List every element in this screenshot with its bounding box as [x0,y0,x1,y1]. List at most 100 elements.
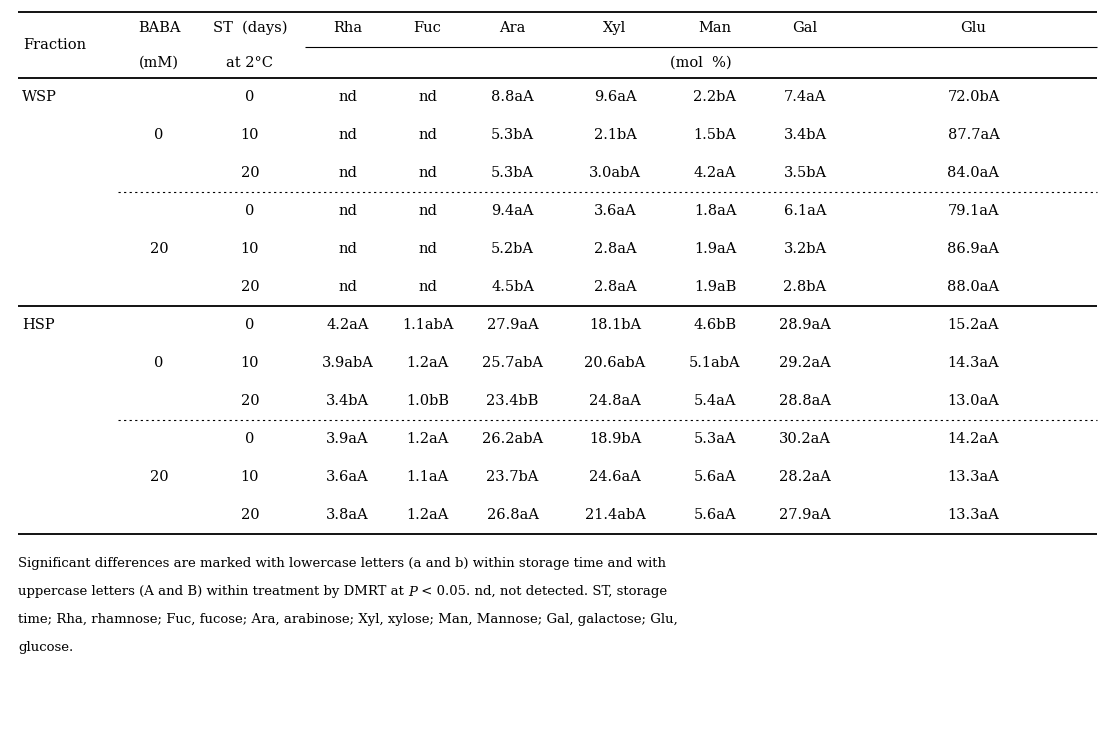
Text: 14.2aA: 14.2aA [948,432,999,446]
Text: glucose.: glucose. [18,642,74,654]
Text: 3.2bA: 3.2bA [784,242,826,256]
Text: 2.8aA: 2.8aA [593,280,637,294]
Text: Fuc: Fuc [414,21,442,35]
Text: 3.8aA: 3.8aA [326,508,369,522]
Text: nd: nd [418,90,437,104]
Text: 10: 10 [241,242,260,256]
Text: 1.2aA: 1.2aA [406,508,448,522]
Text: 3.5bA: 3.5bA [784,166,826,180]
Text: 20: 20 [241,394,260,408]
Text: 9.4aA: 9.4aA [492,204,534,218]
Text: 87.7aA: 87.7aA [948,128,999,142]
Text: 2.2bA: 2.2bA [694,90,737,104]
Text: 0: 0 [245,432,254,446]
Text: 26.2abA: 26.2abA [482,432,543,446]
Text: 1.1abA: 1.1abA [401,318,454,332]
Text: Fraction: Fraction [23,38,86,52]
Text: 20: 20 [149,242,168,256]
Text: 3.6aA: 3.6aA [593,204,637,218]
Text: BABA: BABA [138,21,181,35]
Text: 5.3bA: 5.3bA [491,166,534,180]
Text: nd: nd [418,280,437,294]
Text: 5.3bA: 5.3bA [491,128,534,142]
Text: P: P [408,586,417,599]
Text: nd: nd [418,204,437,218]
Text: 5.3aA: 5.3aA [694,432,736,446]
Text: Glu: Glu [960,21,987,35]
Text: 0: 0 [245,204,254,218]
Text: WSP: WSP [22,90,57,104]
Text: 24.8aA: 24.8aA [589,394,641,408]
Text: Gal: Gal [793,21,817,35]
Text: 2.8bA: 2.8bA [784,280,826,294]
Text: uppercase letters (A and B) within treatment by DMRT at: uppercase letters (A and B) within treat… [18,586,408,599]
Text: 6.1aA: 6.1aA [784,204,826,218]
Text: nd: nd [338,280,357,294]
Text: 5.1abA: 5.1abA [689,356,740,370]
Text: 1.1aA: 1.1aA [406,470,448,484]
Text: nd: nd [418,166,437,180]
Text: 0: 0 [245,318,254,332]
Text: 18.9bA: 18.9bA [589,432,641,446]
Text: Man: Man [698,21,731,35]
Text: HSP: HSP [22,318,55,332]
Text: 1.2aA: 1.2aA [406,432,448,446]
Text: 28.9aA: 28.9aA [779,318,831,332]
Text: nd: nd [418,128,437,142]
Text: 3.4bA: 3.4bA [784,128,826,142]
Text: Xyl: Xyl [603,21,627,35]
Text: 13.3aA: 13.3aA [948,470,999,484]
Text: 1.0bB: 1.0bB [406,394,449,408]
Text: 20: 20 [241,280,260,294]
Text: 3.4bA: 3.4bA [326,394,369,408]
Text: 1.9aB: 1.9aB [694,280,736,294]
Text: 14.3aA: 14.3aA [948,356,999,370]
Text: 23.7bA: 23.7bA [486,470,539,484]
Text: 1.8aA: 1.8aA [694,204,736,218]
Text: 27.9aA: 27.9aA [779,508,831,522]
Text: nd: nd [338,128,357,142]
Text: nd: nd [338,90,357,104]
Text: 10: 10 [241,356,260,370]
Text: 9.6aA: 9.6aA [593,90,637,104]
Text: 13.0aA: 13.0aA [948,394,999,408]
Text: (mM): (mM) [139,56,180,70]
Text: 8.8aA: 8.8aA [491,90,534,104]
Text: 24.6aA: 24.6aA [589,470,641,484]
Text: 1.9aA: 1.9aA [694,242,736,256]
Text: 10: 10 [241,128,260,142]
Text: 4.2aA: 4.2aA [694,166,736,180]
Text: (mol  %): (mol %) [670,56,731,70]
Text: nd: nd [338,166,357,180]
Text: 30.2aA: 30.2aA [779,432,831,446]
Text: at 2°C: at 2°C [226,56,273,70]
Text: time; Rha, rhamnose; Fuc, fucose; Ara, arabinose; Xyl, xylose; Man, Mannose; Gal: time; Rha, rhamnose; Fuc, fucose; Ara, a… [18,613,678,626]
Text: 5.2bA: 5.2bA [491,242,534,256]
Text: 28.2aA: 28.2aA [779,470,831,484]
Text: Rha: Rha [333,21,362,35]
Text: 13.3aA: 13.3aA [948,508,999,522]
Text: 2.1bA: 2.1bA [593,128,637,142]
Text: 20: 20 [241,166,260,180]
Text: 4.6bB: 4.6bB [694,318,737,332]
Text: 4.5bA: 4.5bA [491,280,534,294]
Text: 4.2aA: 4.2aA [327,318,369,332]
Text: 3.9abA: 3.9abA [321,356,374,370]
Text: 1.5bA: 1.5bA [694,128,736,142]
Text: Significant differences are marked with lowercase letters (a and b) within stora: Significant differences are marked with … [18,558,666,570]
Text: 23.4bB: 23.4bB [486,394,539,408]
Text: 20.6abA: 20.6abA [584,356,646,370]
Text: 86.9aA: 86.9aA [948,242,999,256]
Text: 10: 10 [241,470,260,484]
Text: 27.9aA: 27.9aA [486,318,539,332]
Text: 5.6aA: 5.6aA [694,508,736,522]
Text: 28.8aA: 28.8aA [779,394,831,408]
Text: 29.2aA: 29.2aA [779,356,831,370]
Text: 84.0aA: 84.0aA [948,166,999,180]
Text: 79.1aA: 79.1aA [948,204,999,218]
Text: < 0.05. nd, not detected. ST, storage: < 0.05. nd, not detected. ST, storage [417,586,667,599]
Text: nd: nd [338,242,357,256]
Text: 72.0bA: 72.0bA [948,90,1000,104]
Text: nd: nd [338,204,357,218]
Text: nd: nd [418,242,437,256]
